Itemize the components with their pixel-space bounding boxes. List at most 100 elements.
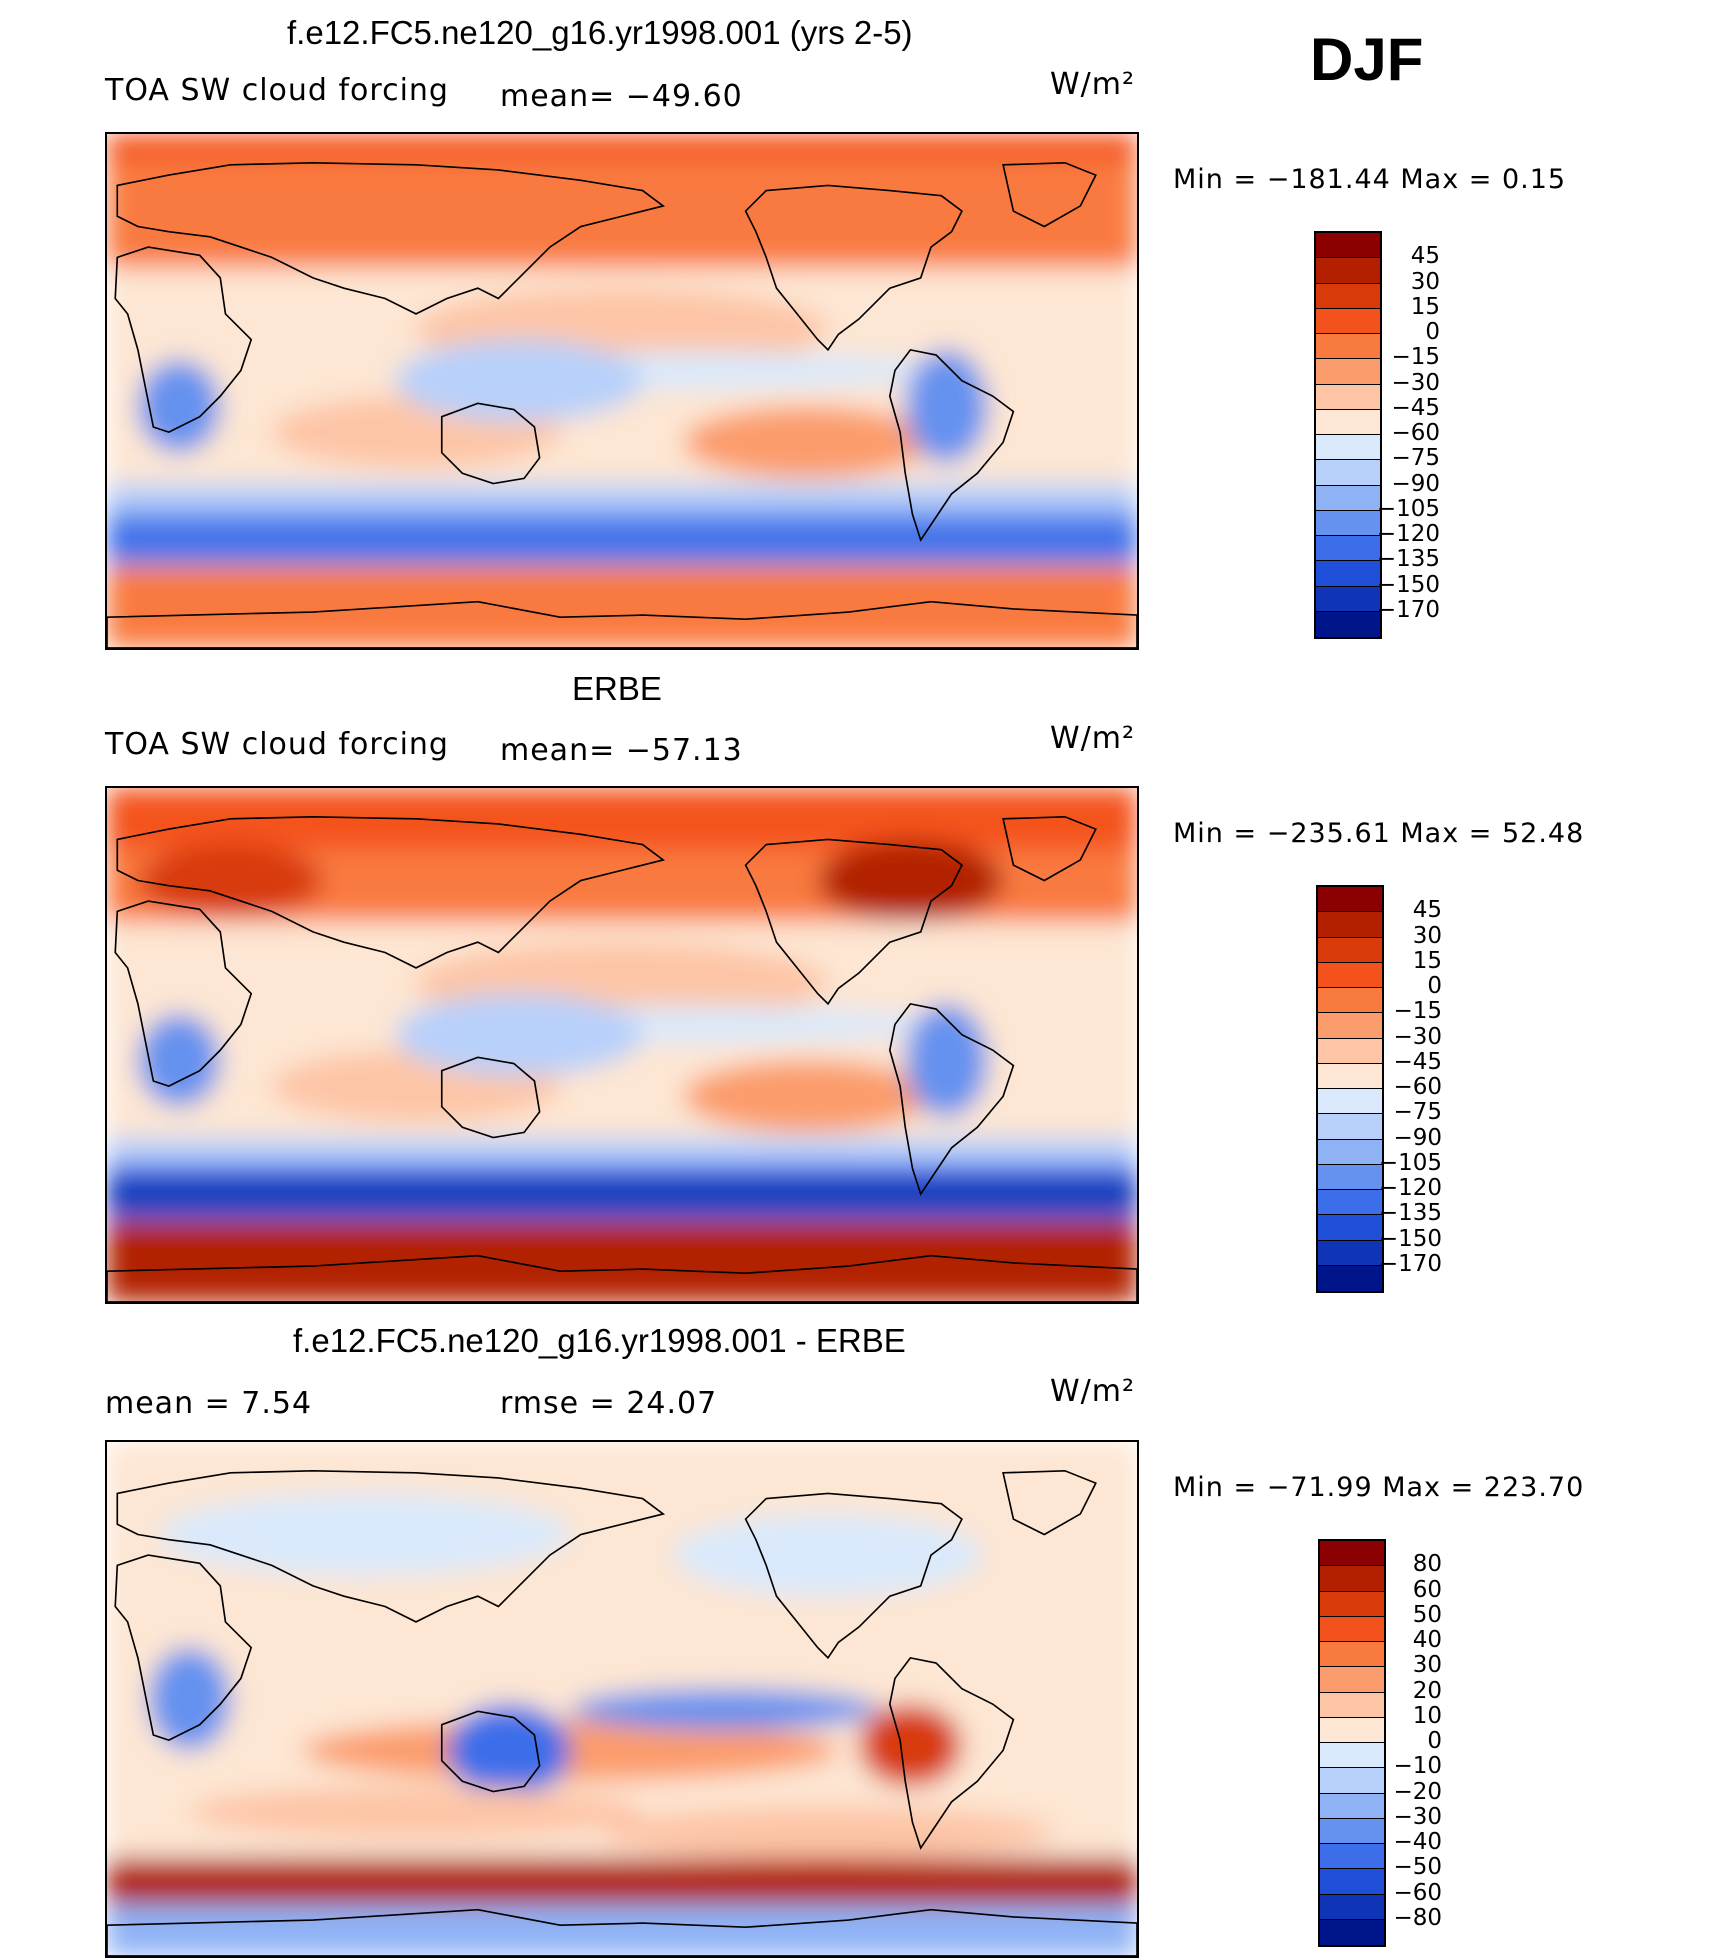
colorbar-segment — [1318, 1013, 1382, 1039]
colorbar-tick-label: −80 — [1393, 1904, 1442, 1931]
colorbar-tick-label: −60 — [1393, 1879, 1442, 1906]
colorbar-tick-label: −50 — [1393, 1854, 1442, 1881]
colorbar-segment — [1318, 912, 1382, 938]
colorbar-tick-label: −75 — [1393, 1099, 1442, 1126]
colorbar-tick-label: −170 — [1378, 1250, 1442, 1277]
map-diff — [105, 1440, 1139, 1958]
colorbar-segment — [1318, 1114, 1382, 1140]
colorbar-segment — [1318, 1164, 1382, 1190]
map-field — [107, 134, 1137, 648]
panel-units-model: W/m² — [1050, 67, 1136, 102]
colorbar-tick-label: 30 — [1412, 1652, 1442, 1679]
panel-mean-label-diff: mean = 7.54 — [105, 1386, 313, 1421]
panel-left-label-model: TOA SW cloud forcing — [105, 73, 449, 108]
panel-title-obs: ERBE — [572, 670, 662, 707]
colorbar-tick-label: −150 — [1378, 1225, 1442, 1252]
colorbar-tick-label: −30 — [1393, 1023, 1442, 1050]
colorbar-segment — [1318, 937, 1382, 963]
colorbar-tick-label: −105 — [1378, 1149, 1442, 1176]
panel-mean-label-obs: mean= −57.13 — [500, 733, 743, 768]
colorbar-segment — [1320, 1667, 1384, 1693]
colorbar-ticks-model: 45 30 15 0 −15 −30 −45 −60 −75 −90 −105 −120 −135 −15… — [1360, 231, 1440, 635]
colorbar-segment — [1320, 1541, 1384, 1567]
panel-rmse-label-diff: rmse = 24.07 — [500, 1386, 718, 1421]
colorbar-tick-label: −15 — [1391, 344, 1440, 371]
colorbar-segment — [1316, 283, 1380, 309]
colorbar-tick-label: 30 — [1412, 922, 1442, 949]
colorbar-segment — [1320, 1591, 1384, 1617]
panel-title-diff: f.e12.FC5.ne120_g16.yr1998.001 - ERBE — [293, 1322, 906, 1359]
colorbar-segment — [1318, 988, 1382, 1014]
colorbar-segment — [1316, 586, 1380, 612]
colorbar-tick-label: 20 — [1412, 1677, 1442, 1704]
map-field — [107, 1442, 1137, 1956]
colorbar-segment — [1316, 334, 1380, 360]
colorbar-tick-label: −30 — [1391, 369, 1440, 396]
panel-mean-label-model: mean= −49.60 — [500, 79, 743, 114]
colorbar-tick-label: 0 — [1425, 319, 1440, 345]
colorbar-tick-label: −30 — [1393, 1803, 1442, 1830]
colorbar-tick-label: 80 — [1412, 1551, 1442, 1578]
colorbar-tick-label: −120 — [1376, 521, 1440, 547]
colorbar-segment — [1320, 1919, 1384, 1945]
colorbar-diff — [1318, 1539, 1386, 1947]
colorbar-tick-label: 50 — [1412, 1601, 1442, 1628]
colorbar-tick-label: −45 — [1391, 394, 1440, 421]
colorbar-tick-label: −105 — [1376, 495, 1440, 522]
colorbar-tick-label: −120 — [1378, 1175, 1442, 1201]
colorbar-segment — [1320, 1642, 1384, 1668]
colorbar-segment — [1316, 510, 1380, 536]
colorbar-segment — [1320, 1717, 1384, 1743]
map-model — [105, 132, 1139, 650]
colorbar-segment — [1318, 1063, 1382, 1089]
colorbar-obs — [1316, 885, 1384, 1293]
colorbar-tick-label: 30 — [1410, 268, 1440, 295]
colorbar-tick-label: −170 — [1376, 596, 1440, 623]
colorbar-tick-label: 45 — [1410, 243, 1440, 270]
stats-obs: Min = −235.61 Max = 52.48 — [1173, 818, 1585, 849]
colorbar-tick-label: −150 — [1376, 571, 1440, 598]
colorbar-segment — [1320, 1768, 1384, 1794]
colorbar-segment — [1320, 1793, 1384, 1819]
colorbar-tick-label: −20 — [1393, 1778, 1442, 1805]
colorbar-segment — [1320, 1869, 1384, 1895]
colorbar-tick-label: 0 — [1427, 1728, 1442, 1754]
colorbar-tick-label: 40 — [1412, 1627, 1442, 1653]
colorbar-segment — [1320, 1616, 1384, 1642]
colorbar-tick-label: −135 — [1378, 1200, 1442, 1227]
colorbar-segment — [1316, 409, 1380, 435]
colorbar-segment — [1316, 485, 1380, 511]
colorbar-tick-label: −135 — [1376, 546, 1440, 573]
colorbar-segment — [1316, 233, 1380, 259]
panel-units-diff: W/m² — [1050, 1374, 1136, 1409]
colorbar-ticks-obs: 45 30 15 0 −15 −30 −45 −60 −75 −90 −105 −120 −135 −15… — [1362, 885, 1442, 1289]
colorbar-segment — [1320, 1566, 1384, 1592]
colorbar-segment — [1318, 1089, 1382, 1115]
colorbar-segment — [1318, 1215, 1382, 1241]
colorbar-model — [1314, 231, 1382, 639]
colorbar-segment — [1316, 460, 1380, 486]
colorbar-tick-label: −10 — [1393, 1753, 1442, 1780]
colorbar-segment — [1318, 962, 1382, 988]
stats-diff: Min = −71.99 Max = 223.70 — [1173, 1472, 1585, 1503]
colorbar-tick-label: −40 — [1393, 1829, 1442, 1855]
colorbar-tick-label: −90 — [1393, 1124, 1442, 1151]
colorbar-segment — [1318, 1240, 1382, 1266]
colorbar-segment — [1318, 1038, 1382, 1064]
colorbar-tick-label: −75 — [1391, 445, 1440, 472]
season-label: DJF — [1310, 26, 1424, 93]
colorbar-tick-label: 45 — [1412, 897, 1442, 924]
colorbar-segment — [1316, 611, 1380, 637]
stats-model: Min = −181.44 Max = 0.15 — [1173, 164, 1567, 195]
colorbar-tick-label: 60 — [1412, 1576, 1442, 1603]
colorbar-segment — [1320, 1818, 1384, 1844]
colorbar-segment — [1316, 561, 1380, 587]
colorbar-segment — [1318, 1190, 1382, 1216]
colorbar-segment — [1316, 384, 1380, 410]
colorbar-segment — [1318, 1265, 1382, 1291]
colorbar-tick-label: −60 — [1393, 1074, 1442, 1100]
map-field — [107, 788, 1137, 1302]
colorbar-segment — [1320, 1692, 1384, 1718]
panel-units-obs: W/m² — [1050, 721, 1136, 756]
colorbar-tick-label: −90 — [1391, 470, 1440, 497]
